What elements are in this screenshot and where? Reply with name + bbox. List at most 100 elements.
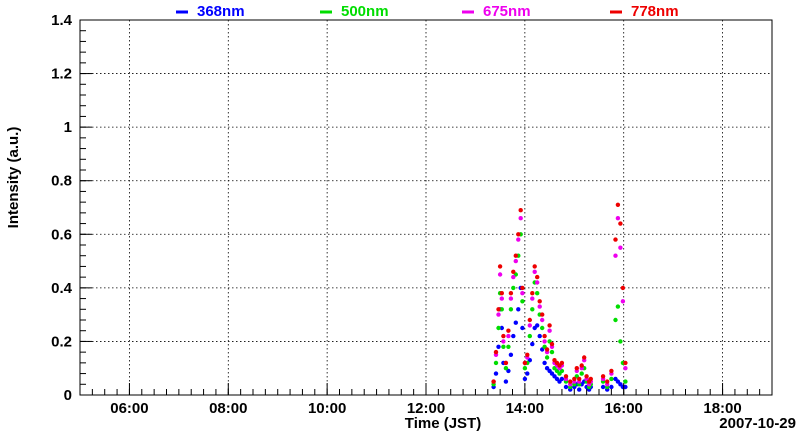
x-tick-label: 06:00 — [110, 400, 148, 417]
data-point — [623, 379, 628, 384]
y-tick-labels: 0 0.2 0.4 0.6 0.8 1 1.2 1.4 — [51, 12, 73, 404]
data-point — [609, 368, 614, 374]
x-tick-label: 12:00 — [407, 400, 445, 417]
data-point — [542, 360, 547, 366]
data-point — [496, 325, 501, 331]
y-tick-label: 0.6 — [51, 226, 72, 243]
data-point — [620, 299, 626, 304]
data-point — [503, 360, 509, 366]
data-point — [493, 349, 499, 355]
y-tick-label: 0.2 — [51, 333, 72, 350]
data-point — [496, 312, 501, 317]
data-point — [544, 347, 550, 352]
data-point — [513, 320, 518, 325]
data-point — [579, 363, 584, 368]
legend-label: 675nm — [483, 3, 531, 20]
data-point — [618, 221, 623, 226]
data-point — [615, 216, 621, 221]
data-point — [549, 349, 555, 355]
data-point — [584, 374, 589, 379]
x-tick-labels: 06:00 08:00 10:00 12:00 14:00 16:00 18:00 — [110, 400, 742, 417]
data-point — [516, 237, 521, 242]
data-point — [618, 339, 623, 344]
data-point — [503, 366, 509, 371]
data-point — [537, 333, 542, 339]
data-point — [530, 296, 535, 301]
legend-label: 368nm — [197, 3, 245, 20]
data-point — [577, 387, 582, 392]
data-point — [623, 360, 628, 366]
data-point — [497, 264, 503, 269]
data-point — [540, 325, 545, 331]
data-point — [572, 376, 577, 382]
data-point — [530, 307, 535, 312]
data-point — [527, 333, 532, 339]
data-point — [511, 285, 516, 291]
data-point — [527, 317, 532, 323]
data-point — [563, 374, 569, 379]
x-tick-label: 18:00 — [703, 400, 741, 417]
data-point — [559, 376, 565, 382]
data-point — [520, 291, 525, 296]
data-point — [513, 253, 518, 258]
data-point — [574, 366, 579, 371]
data-point — [506, 328, 511, 333]
y-tick-label: 1.4 — [51, 12, 73, 29]
data-point — [620, 285, 626, 291]
data-point — [532, 264, 537, 269]
data-point — [499, 291, 504, 296]
data-point — [503, 379, 509, 384]
data-point — [613, 253, 618, 258]
data-point — [530, 291, 535, 296]
x-tick-label: 08:00 — [209, 400, 247, 417]
x-tick-label: 10:00 — [308, 400, 346, 417]
data-point — [547, 328, 552, 333]
date-label: 2007-10-29 — [719, 415, 796, 432]
data-point — [530, 341, 535, 347]
data-point — [613, 237, 618, 242]
data-point — [600, 384, 606, 390]
legend-label: 778nm — [631, 3, 679, 20]
y-tick-label: 0.8 — [51, 173, 72, 190]
data-point — [496, 307, 501, 312]
y-axis-title: Intensity (a.u.) — [5, 127, 22, 229]
axis-ticks — [79, 19, 773, 396]
data-point — [520, 299, 525, 304]
data-point — [506, 344, 511, 349]
data-point — [522, 376, 528, 382]
data-point — [501, 344, 506, 349]
data-point — [535, 280, 540, 285]
grid-lines — [80, 20, 772, 395]
data-point — [508, 352, 514, 357]
data-point — [600, 374, 606, 379]
y-tick-label: 1 — [64, 119, 72, 136]
legend-label: 500nm — [341, 3, 389, 20]
data-point — [535, 274, 540, 280]
data-point — [537, 304, 542, 309]
x-tick-label: 16:00 — [605, 400, 643, 417]
data-point — [549, 341, 555, 347]
data-point — [518, 208, 523, 213]
data-point — [516, 307, 521, 312]
legend: 368nm 500nm 675nm 778nm — [176, 3, 679, 20]
data-point — [582, 355, 587, 360]
data-point — [537, 299, 542, 304]
data-point — [513, 258, 518, 264]
data-point — [563, 384, 569, 390]
data-point — [540, 312, 545, 317]
data-point — [577, 376, 582, 382]
data-point — [491, 379, 496, 384]
data-point — [535, 291, 540, 296]
data-point — [506, 333, 511, 339]
data-point — [508, 291, 514, 296]
data-point — [501, 333, 506, 339]
data-point — [522, 366, 528, 371]
data-point — [511, 269, 516, 274]
data-point — [522, 360, 528, 366]
data-point — [493, 360, 499, 366]
data-point — [518, 216, 523, 221]
data-point — [579, 371, 584, 376]
y-tick-label: 0 — [64, 387, 72, 404]
